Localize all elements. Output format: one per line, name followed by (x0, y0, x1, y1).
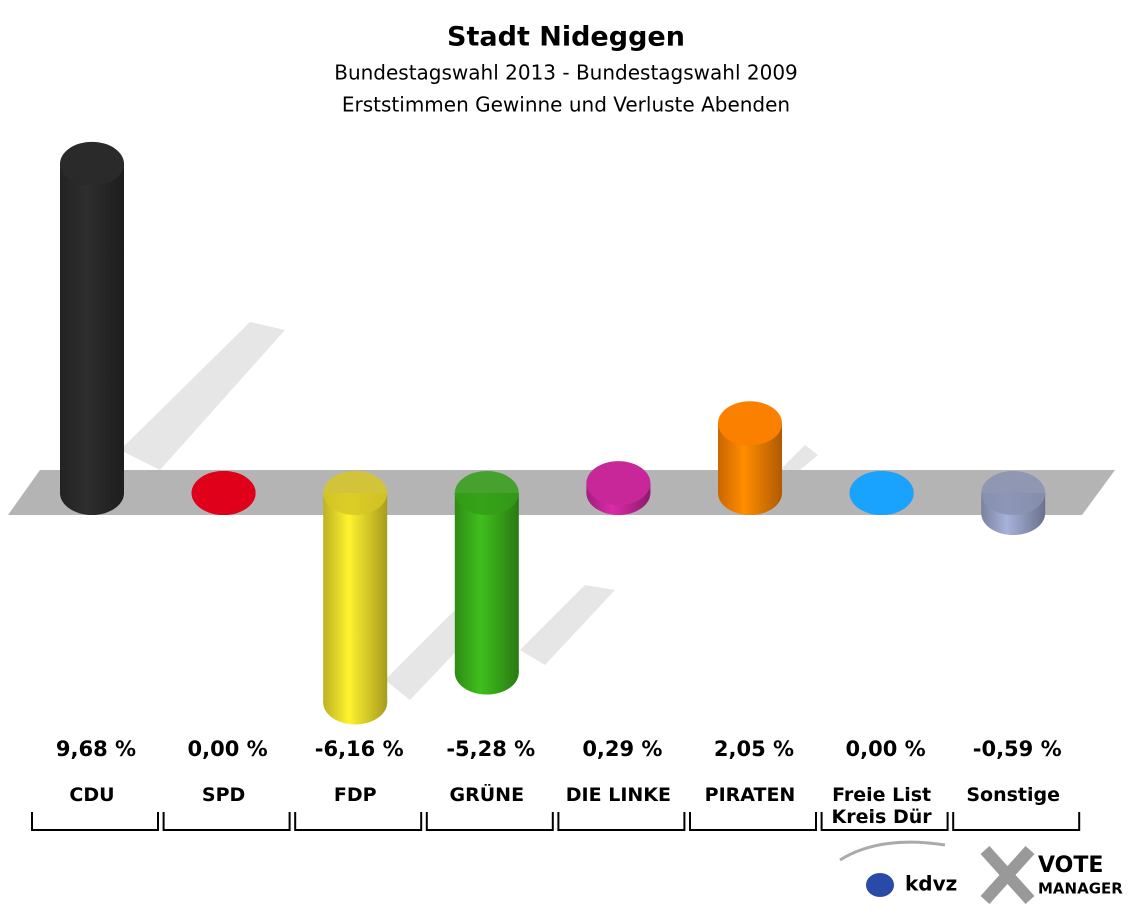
category-bracket (557, 812, 686, 831)
logo-text: MANAGER (1038, 880, 1123, 898)
category-bracket (162, 812, 291, 831)
category-bracket (31, 812, 159, 831)
category-bracket (294, 812, 423, 831)
category-label: FDP (333, 784, 377, 806)
value-label: 0,00 % (846, 737, 926, 761)
bar (60, 163, 124, 493)
category-bracket (820, 812, 949, 831)
chart-subtitle: Bundestagswahl 2013 - Bundestagswahl 200… (334, 61, 798, 85)
chart-subtitle: Erststimmen Gewinne und Verluste Abenden (342, 93, 790, 117)
value-label: -6,16 % (315, 737, 404, 761)
category-label: DIE LINKE (565, 784, 671, 806)
bar (454, 493, 519, 673)
value-label: -5,28 % (446, 737, 535, 761)
category-bracket (425, 812, 554, 831)
bar-top-cap (849, 471, 914, 515)
category-bracket (952, 812, 1081, 831)
bar-top-cap (60, 141, 124, 186)
bar-top-cap (191, 471, 256, 515)
bar-bottom-cap (718, 471, 782, 515)
value-label: -0,59 % (973, 737, 1062, 761)
logo-text: VOTE (1038, 853, 1103, 878)
logo: kdvz VOTE MANAGER (839, 840, 1123, 905)
bar-bottom-cap (323, 680, 388, 725)
baseline-platform (8, 470, 1115, 515)
bar-top-cap (323, 471, 388, 515)
category-label: Sonstige (966, 784, 1061, 806)
bars (60, 141, 1046, 725)
bar-top-cap (454, 471, 519, 515)
value-label: 0,00 % (188, 737, 268, 761)
bar-bottom-cap (454, 650, 519, 695)
bar-top-cap (586, 461, 651, 506)
value-label: 9,68 % (56, 737, 136, 761)
bar-top-cap (718, 401, 782, 446)
bar-top-cap (981, 471, 1046, 515)
category-label: CDU (69, 784, 115, 806)
bar-bottom-cap (60, 471, 124, 515)
logo-text: kdvz (905, 872, 957, 896)
category-bracket (689, 812, 817, 831)
category-label: SPD (201, 784, 246, 806)
category-label: GRÜNE (449, 784, 525, 806)
chart-title: Stadt Nideggen (447, 22, 685, 53)
bar (323, 493, 388, 703)
category-label: PIRATEN (704, 784, 796, 806)
category-label: Freie List Kreis Dür (831, 784, 932, 828)
value-label: 0,29 % (582, 737, 662, 761)
value-label: 2,05 % (714, 737, 794, 761)
